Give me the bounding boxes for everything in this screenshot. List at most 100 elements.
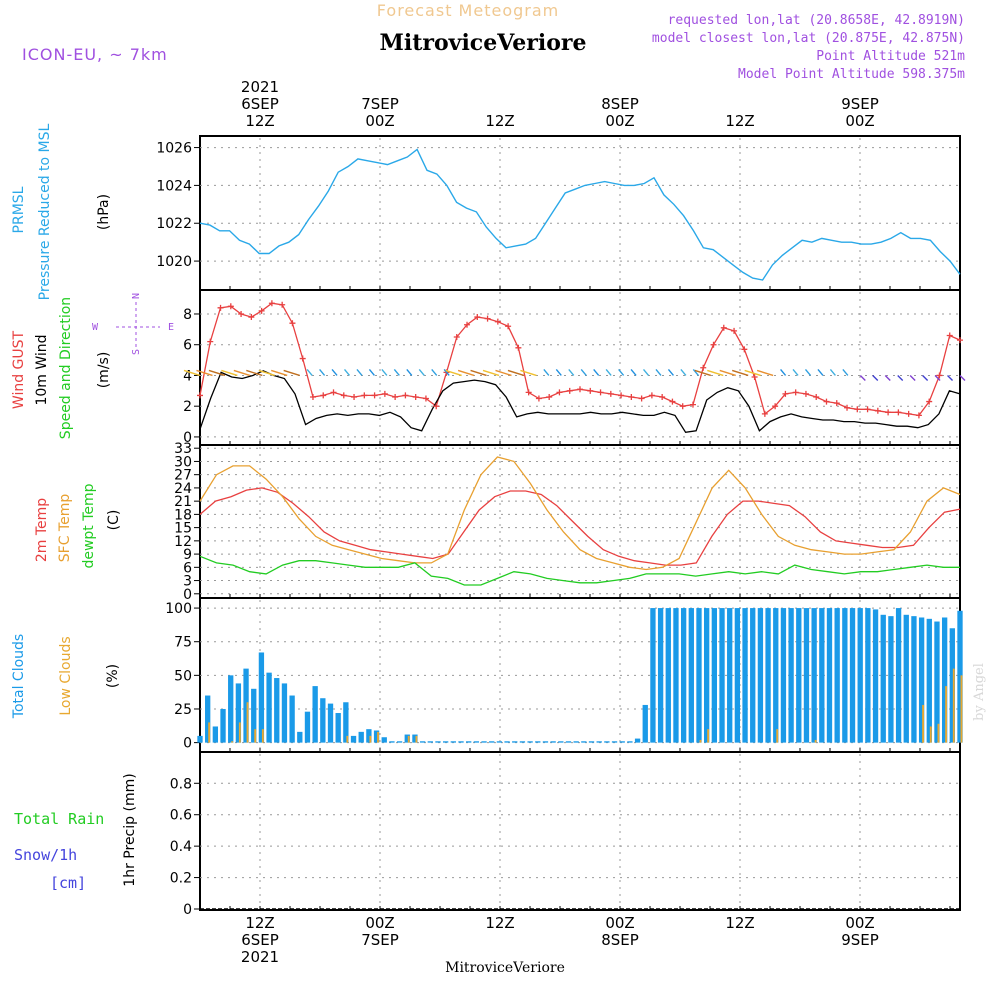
- gust-marker-3: [227, 303, 234, 310]
- wind-arrow-18: [418, 369, 425, 376]
- wind-arrow-6: [258, 369, 275, 377]
- wind-arrow-57: [909, 374, 916, 381]
- low-cloud-bar-98: [952, 668, 955, 743]
- clouds-unit-label: (%): [105, 664, 121, 688]
- total-cloud-bar-55: [619, 741, 625, 743]
- total-cloud-bar-50: [581, 741, 587, 743]
- gust-marker-69: [905, 410, 912, 417]
- pressure-labels: PRMSL Pressure Reduced to MSL (hPa): [11, 123, 112, 300]
- gust-marker-63: [844, 404, 851, 411]
- bottom-time-label-0-0: 12Z: [245, 914, 274, 932]
- precip-ytick-label-4: 0.8: [170, 776, 192, 792]
- top-time-label-2-2: 12Z: [485, 112, 514, 130]
- total-cloud-bar-8: [258, 652, 265, 743]
- low-cloud-bar-80: [814, 739, 817, 743]
- wind-arrow-46: [756, 369, 774, 377]
- gust-marker-26: [464, 321, 471, 328]
- wind-arrow-44: [731, 369, 749, 377]
- gust-marker-62: [833, 400, 840, 407]
- total-cloud-bar-93: [911, 616, 917, 743]
- temperature-ytick-label-0: 0: [183, 587, 192, 603]
- gust-line: [199, 302, 961, 417]
- low-clouds-label: Low Clouds: [58, 636, 74, 715]
- total-cloud-bar-27: [404, 734, 410, 743]
- total-cloud-bar-98: [949, 628, 955, 743]
- total-cloud-bar-49: [573, 741, 579, 743]
- total-cloud-bar-58: [642, 704, 648, 743]
- total-cloud-bar-1: [205, 695, 211, 743]
- gust-marker-70: [915, 412, 922, 419]
- total-cloud-bar-9: [266, 672, 272, 743]
- precip-ytick-label-0: 0: [183, 902, 192, 918]
- clouds-ytick-label-1: 25: [174, 702, 192, 718]
- temperature-ytick-label-10: 30: [174, 454, 192, 470]
- wind-arrow-22: [457, 369, 475, 377]
- wind-dir-label: Speed and Direction: [58, 297, 74, 439]
- snow-unit-label: [cm]: [50, 874, 86, 892]
- temperature-ytick-label-7: 21: [174, 494, 192, 510]
- compass-e: E: [168, 322, 174, 333]
- bottom-time-label-3-1: 8SEP: [601, 931, 639, 949]
- pressure-ytick-label-1: 1022: [156, 216, 192, 232]
- clouds-ytick-label-0: 0: [183, 736, 192, 752]
- total-cloud-bar-18: [335, 713, 341, 743]
- total-cloud-bar-20: [350, 735, 357, 743]
- precip-labels: Total Rain Snow/1h [cm] 1hr Precip (mm): [14, 773, 138, 892]
- total-cloud-bar-79: [803, 608, 810, 743]
- compass-w: W: [92, 322, 99, 333]
- total-cloud-bar-11: [281, 683, 288, 743]
- wind-arrow-24: [482, 369, 500, 377]
- top-time-label-5-1: 9SEP: [841, 95, 879, 113]
- compass-s: S: [131, 349, 142, 355]
- wind-arrow-49: [804, 369, 812, 376]
- gust-marker-31: [515, 344, 522, 351]
- total-cloud-bar-41: [512, 741, 518, 743]
- gust-marker-1: [207, 338, 214, 345]
- total-cloud-bar-38: [489, 741, 495, 743]
- bottom-time-label-0-1: 6SEP: [241, 931, 279, 949]
- total-cloud-bar-56: [627, 741, 633, 743]
- total-cloud-bar-47: [558, 741, 564, 743]
- total-cloud-bar-36: [473, 741, 480, 743]
- wind-arrow-60: [947, 374, 954, 381]
- total-cloud-bar-96: [934, 621, 940, 743]
- wind-unit-label: (m/s): [96, 352, 112, 389]
- sfc-temp-label: SFC Temp: [57, 494, 73, 563]
- gust-marker-39: [597, 389, 604, 396]
- wind-arrow-29: [555, 369, 562, 376]
- wind-10m-line: [199, 370, 961, 434]
- low-cloud-bar-22: [369, 735, 372, 743]
- gust-marker-43: [638, 395, 645, 402]
- low-cloud-bar-99: [960, 675, 963, 743]
- temperature-ytick-label-1: 3: [183, 574, 192, 590]
- gust-marker-18: [381, 390, 388, 397]
- gust-marker-17: [371, 392, 378, 399]
- total-cloud-bar-19: [343, 702, 349, 743]
- wind-arrow-61: [959, 374, 966, 381]
- gust-marker-72: [936, 372, 943, 379]
- wind-arrow-54: [872, 374, 879, 381]
- wind-ytick-label-0: 0: [183, 430, 192, 446]
- gust-marker-12: [320, 392, 327, 399]
- precip-unit-label: 1hr Precip (mm): [122, 773, 138, 886]
- requested-coords: requested lon,lat (20.8658E, 42.8919N): [668, 13, 965, 28]
- pressure-line: [199, 148, 961, 281]
- total-cloud-bar-24: [381, 737, 387, 743]
- total-cloud-bar-61: [665, 608, 671, 743]
- low-cloud-bar-66: [707, 729, 710, 743]
- gust-marker-67: [885, 409, 892, 416]
- total-cloud-bar-22: [366, 729, 372, 743]
- wind-arrow-36: [642, 369, 650, 376]
- total-cloud-bar-91: [895, 608, 902, 743]
- total-cloud-bar-67: [711, 608, 718, 743]
- bottom-time-label-3-0: 00Z: [605, 914, 634, 932]
- total-cloud-bar-5: [235, 683, 242, 743]
- total-cloud-bar-81: [819, 608, 825, 743]
- precip-ytick-label-1: 0.2: [170, 871, 192, 887]
- total-cloud-bar-94: [918, 617, 925, 743]
- wind-arrow-50: [817, 369, 824, 376]
- gust-marker-15: [351, 393, 358, 400]
- wind-arrow-27: [520, 369, 537, 377]
- gust-marker-71: [926, 398, 933, 405]
